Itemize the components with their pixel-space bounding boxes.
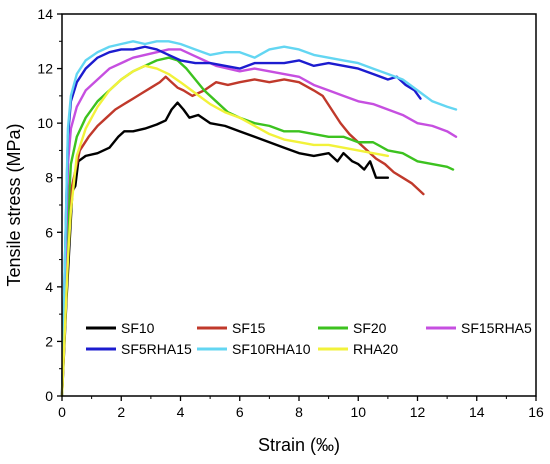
x-tick-label: 10 [350, 404, 366, 420]
y-axis-title: Tensile stress (MPa) [4, 123, 24, 286]
series-layer [60, 40, 458, 398]
series-line-sf10rha10 [60, 40, 458, 398]
y-tick-label: 4 [45, 279, 53, 295]
legend-label-sf5rha15: SF5RHA15 [121, 341, 192, 357]
y-tick-label: 0 [45, 388, 53, 404]
y-tick-label: 8 [45, 170, 53, 186]
series-line-sf20 [60, 56, 455, 398]
legend-label-sf15rha5: SF15RHA5 [461, 320, 532, 336]
x-tick-label: 16 [528, 404, 544, 420]
y-tick-label: 6 [45, 224, 53, 240]
x-tick-label: 8 [295, 404, 303, 420]
x-tick-label: 14 [469, 404, 485, 420]
legend-label-sf10: SF10 [121, 320, 155, 336]
x-tick-label: 0 [58, 404, 66, 420]
x-tick-label: 6 [236, 404, 244, 420]
y-tick-label: 14 [37, 6, 53, 22]
x-tick-label: 2 [117, 404, 125, 420]
y-tick-label: 10 [37, 115, 53, 131]
series-line-rha20 [60, 64, 390, 398]
x-tick-label: 4 [177, 404, 185, 420]
legend-label-sf10rha10: SF10RHA10 [232, 341, 311, 357]
legend: SF10 SF15 SF20 SF15RHA5 SF5RHA15 SF10RHA10 RHA… [86, 320, 532, 357]
legend-label-rha20: RHA20 [353, 341, 398, 357]
series-line-sf15rha5 [60, 48, 458, 398]
ticks-layer: 0 2 4 6 8 10 12 14 16 0 2 4 6 8 10 12 14 [37, 6, 544, 420]
y-tick-label: 12 [37, 61, 53, 77]
x-tick-label: 12 [410, 404, 426, 420]
series-line-sf5rha15 [60, 45, 422, 398]
legend-label-sf15: SF15 [232, 320, 266, 336]
series-line-sf10 [60, 101, 390, 398]
legend-label-sf20: SF20 [353, 320, 387, 336]
y-tick-label: 2 [45, 333, 53, 349]
x-axis-title: Strain (‰) [258, 435, 340, 455]
